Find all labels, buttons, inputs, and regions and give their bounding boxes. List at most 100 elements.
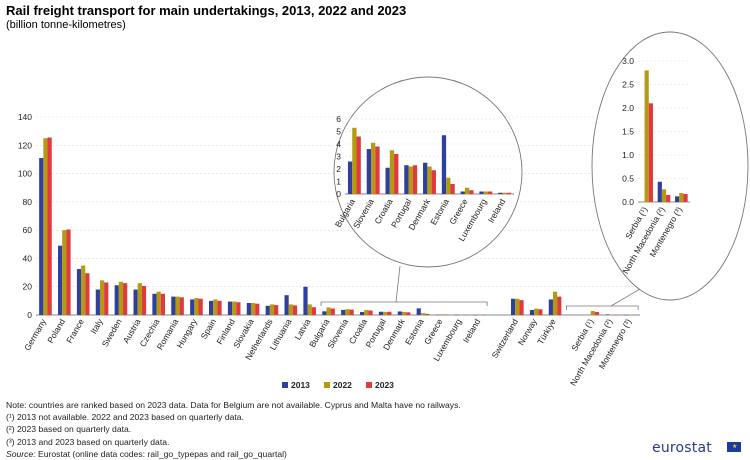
bar-greece-2022 xyxy=(440,314,444,315)
y-tick-label: 40 xyxy=(23,253,33,263)
x-tick-label: Türkiye xyxy=(535,317,558,346)
eurostat-logo: eurostat xyxy=(652,440,712,456)
bar-serbia-2022 xyxy=(591,311,595,315)
zoom1-bar-luxembourg-2022 xyxy=(484,192,488,195)
bar-denmark-2023 xyxy=(406,312,410,315)
zoom1-bar-ireland-2023 xyxy=(507,193,511,194)
bar-estonia-2013 xyxy=(417,308,421,315)
bar-netherlands-2022 xyxy=(270,304,274,315)
zoom2-bar-north-macedonia-2022 xyxy=(662,189,666,202)
bar-italy-2013 xyxy=(96,290,100,315)
bar-sweden-2022 xyxy=(119,282,123,315)
bar-latvia-2013 xyxy=(303,287,307,315)
bar-t-rkiye-2023 xyxy=(557,297,561,315)
note-line-4: (³) 2013 and 2023 based on quarterly dat… xyxy=(6,436,461,448)
flag-stars: ★ xyxy=(732,444,737,450)
bar-lithuania-2013 xyxy=(285,295,289,315)
bar-romania-2023 xyxy=(180,297,184,315)
bar-netherlands-2013 xyxy=(266,306,270,315)
zoom2-y-tick-label: 1.5 xyxy=(622,127,634,137)
legend-label-2013: 2013 xyxy=(291,380,310,390)
zoom2-y-tick-label: 2.5 xyxy=(622,80,634,90)
bar-czechia-2022 xyxy=(157,292,161,315)
bar-t-rkiye-2022 xyxy=(553,292,557,315)
bar-italy-2022 xyxy=(100,280,104,315)
zoom1-bar-portugal-2022 xyxy=(409,167,413,195)
bracket-candidate-countries xyxy=(566,306,638,310)
source-text: Eurostat (online data codes: rail_go_typ… xyxy=(36,449,287,459)
bar-bulgaria-2023 xyxy=(331,308,335,315)
bar-bulgaria-2013 xyxy=(322,311,326,315)
x-tick-label: Ireland xyxy=(461,317,483,345)
zoom1-bar-slovenia-2013 xyxy=(367,149,371,194)
bar-slovenia-2013 xyxy=(341,310,345,315)
bar-hungary-2022 xyxy=(194,298,198,315)
zoom1-bar-portugal-2013 xyxy=(404,165,408,194)
y-tick-label: 100 xyxy=(18,169,32,179)
zoom1-bar-estonia-2023 xyxy=(450,184,454,194)
bar-poland-2022 xyxy=(62,230,66,315)
bar-czechia-2013 xyxy=(152,294,156,315)
zoom1-y-tick-label: 3 xyxy=(336,152,341,162)
zoom2-bar-montenegro-2022 xyxy=(679,193,683,202)
bar-romania-2013 xyxy=(171,297,175,315)
bar-germany-2023 xyxy=(48,138,52,315)
bar-denmark-2013 xyxy=(398,311,402,315)
legend-swatch-2022 xyxy=(324,382,330,388)
bar-hungary-2023 xyxy=(199,299,203,315)
bar-croatia-2013 xyxy=(360,312,364,315)
bar-finland-2023 xyxy=(236,302,240,315)
bar-spain-2023 xyxy=(217,301,221,315)
bar-slovenia-2022 xyxy=(345,309,349,315)
bar-serbia-2023 xyxy=(595,312,599,315)
zoom1-bar-slovenia-2022 xyxy=(371,143,375,194)
note-line-1: Note: countries are ranked based on 2023… xyxy=(6,399,461,411)
zoom2-bar-north-macedonia-2023 xyxy=(666,195,670,202)
source-line: Source: Eurostat (online data codes: rai… xyxy=(6,448,461,460)
bar-france-2023 xyxy=(85,273,89,315)
zoom1-bar-bulgaria-2023 xyxy=(357,137,361,195)
bar-portugal-2022 xyxy=(383,312,387,315)
zoom1-bar-croatia-2023 xyxy=(394,154,398,194)
bar-sweden-2023 xyxy=(123,283,127,315)
x-tick-label: Italy xyxy=(88,316,105,335)
bar-germany-2022 xyxy=(43,138,47,315)
legend-swatch-2013 xyxy=(282,382,288,388)
zoom1-bar-bulgaria-2022 xyxy=(352,128,356,194)
bar-slovenia-2023 xyxy=(350,310,354,315)
x-tick-label: Spain xyxy=(199,317,219,341)
bar-france-2022 xyxy=(81,266,85,316)
zoom2-bar-serbia-2022 xyxy=(645,70,649,202)
bar-switzerland-2013 xyxy=(511,299,515,315)
zoom1-y-tick-label: 1 xyxy=(336,177,341,187)
bar-bulgaria-2022 xyxy=(326,308,330,315)
zoom1-y-tick-label: 2 xyxy=(336,164,341,174)
bar-spain-2022 xyxy=(213,299,217,315)
zoom1-bar-greece-2023 xyxy=(469,190,473,194)
bar-finland-2022 xyxy=(232,302,236,315)
bar-romania-2022 xyxy=(175,297,179,315)
bar-poland-2023 xyxy=(66,229,70,315)
bar-north-macedonia-2013 xyxy=(605,314,609,315)
bar-switzerland-2022 xyxy=(515,299,519,315)
note-line-3: (²) 2023 based on quarterly data. xyxy=(6,423,461,435)
source-label: Source: xyxy=(6,449,36,459)
bar-hungary-2013 xyxy=(190,299,194,315)
bar-germany-2013 xyxy=(39,158,43,315)
x-tick-label: Germany xyxy=(22,316,49,352)
zoom1-bar-greece-2022 xyxy=(465,188,469,194)
y-tick-label: 20 xyxy=(23,282,33,292)
zoom2-bar-montenegro-2023 xyxy=(683,194,687,202)
bar-denmark-2022 xyxy=(402,312,406,315)
zoom1-bar-denmark-2022 xyxy=(427,167,431,195)
bar-estonia-2023 xyxy=(425,314,429,315)
zoom1-y-tick-label: 4 xyxy=(336,139,341,149)
zoom2-y-tick-label: 2.0 xyxy=(622,103,634,113)
bar-croatia-2022 xyxy=(364,310,368,315)
y-tick-label: 60 xyxy=(23,225,33,235)
bracket-small-countries xyxy=(321,302,487,306)
zoom1-bar-ireland-2022 xyxy=(502,193,506,194)
bar-portugal-2013 xyxy=(379,312,383,315)
zoom2-y-tick-label: 1.0 xyxy=(622,150,634,160)
